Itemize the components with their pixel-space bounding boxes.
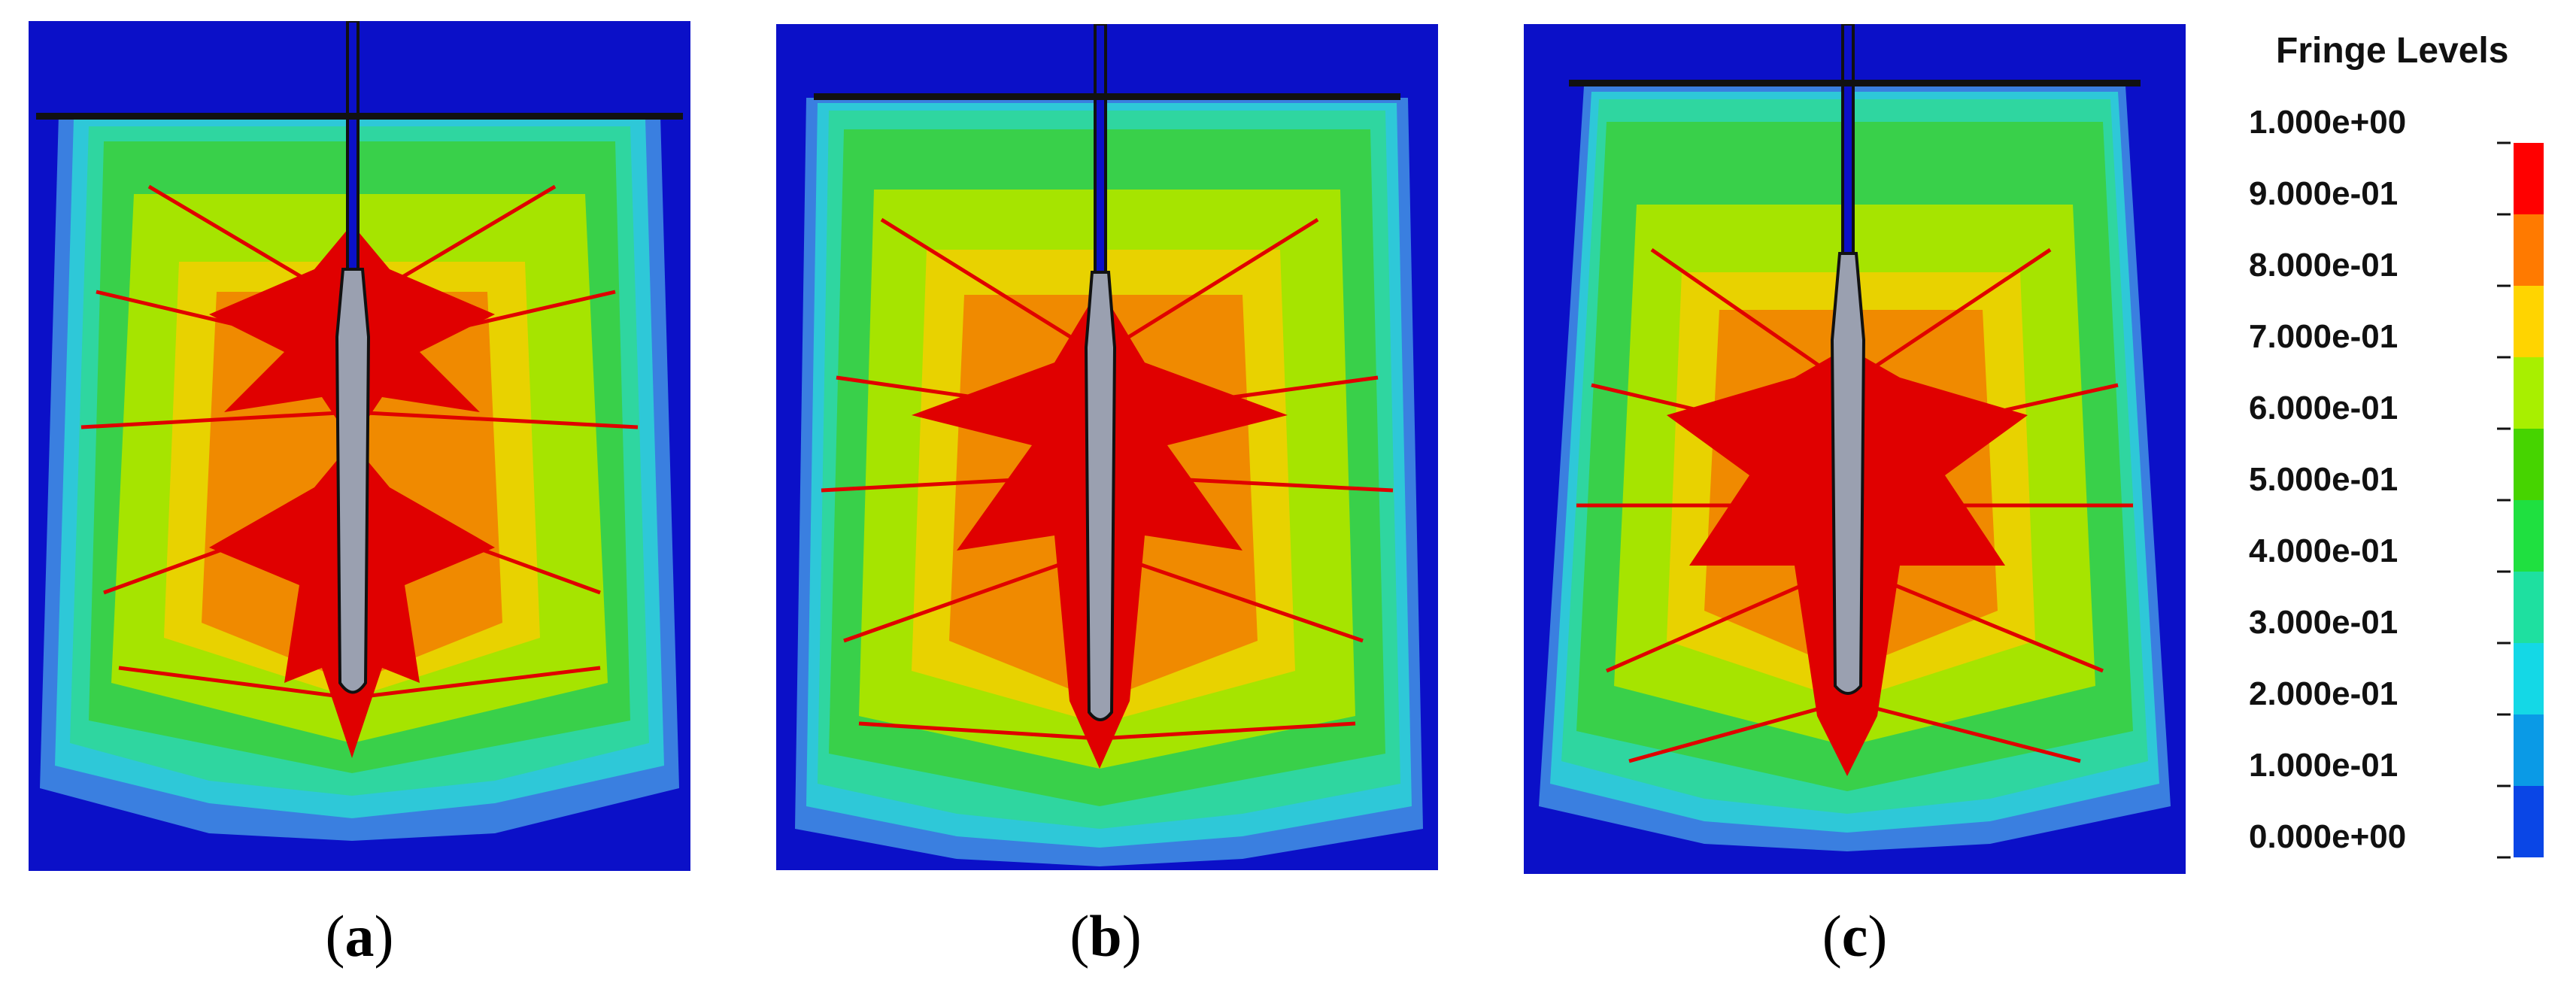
legend-tick-label: 2.000e-01 — [2249, 675, 2399, 712]
charge-column — [335, 268, 371, 694]
legend-swatch — [2514, 572, 2544, 643]
legend-tick-label: 6.000e-01 — [2249, 390, 2399, 426]
legend-tick-label: 5.000e-01 — [2249, 461, 2399, 498]
fringe-plot-c — [1524, 24, 2186, 874]
fringe-legend: Fringe Levels 1.000e+00 9.000e-01 8.000e-0… — [2249, 30, 2565, 933]
legend-tick-label: 9.000e-01 — [2249, 175, 2399, 212]
caption-a: (a) — [325, 903, 394, 969]
legend-swatch — [2514, 286, 2544, 357]
contour-panel-c — [1524, 24, 2186, 874]
charge-column — [1084, 271, 1117, 721]
legend-swatch — [2514, 786, 2544, 857]
crack-lines — [1576, 247, 2133, 763]
crack-lines — [80, 184, 639, 700]
legend-tick-label: 1.000e+00 — [2249, 104, 2407, 141]
legend-swatch — [2514, 214, 2544, 286]
crack-lines — [821, 217, 1394, 741]
top-bar — [36, 113, 683, 120]
contour-panel-a — [29, 21, 690, 871]
legend-title: Fringe Levels — [2276, 31, 2509, 71]
contour-panel-b — [776, 24, 1438, 870]
legend-swatch — [2514, 500, 2544, 572]
top-bar — [814, 93, 1400, 100]
blast-rod — [1094, 24, 1107, 281]
caption-b: (b) — [1070, 903, 1142, 969]
legend-swatch — [2514, 643, 2544, 714]
legend-tick-label: 3.000e-01 — [2249, 604, 2399, 641]
legend-swatch — [2514, 357, 2544, 429]
caption-c: (c) — [1822, 903, 1888, 969]
legend-tick-label: 8.000e-01 — [2249, 247, 2399, 284]
legend-color-bar — [2497, 141, 2544, 859]
legend-tick-label: 0.000e+00 — [2249, 818, 2407, 855]
legend-swatch — [2514, 143, 2544, 214]
legend-tick-label: 4.000e-01 — [2249, 532, 2399, 569]
legend-swatch — [2514, 429, 2544, 500]
legend-swatch — [2514, 714, 2544, 786]
legend-tick-label: 7.000e-01 — [2249, 318, 2399, 355]
charge-column — [1830, 252, 1866, 695]
top-bar — [1569, 80, 2141, 86]
fringe-plot-b — [776, 24, 1438, 870]
blast-rod — [1841, 24, 1855, 266]
blast-rod — [346, 21, 360, 278]
legend-tick-label: 1.000e-01 — [2249, 747, 2399, 784]
fringe-plot-a — [29, 21, 690, 871]
